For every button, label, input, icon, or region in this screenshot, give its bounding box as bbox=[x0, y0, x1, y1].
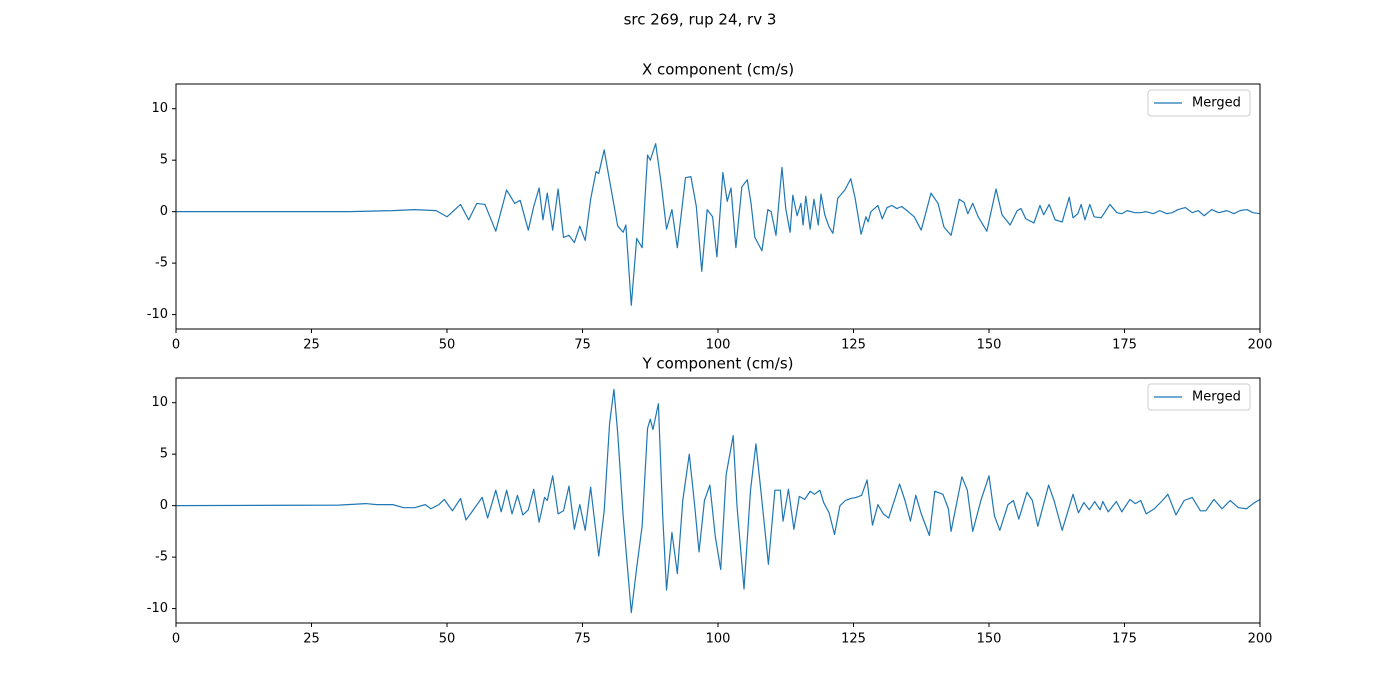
line-series bbox=[176, 388, 1260, 614]
legend-box bbox=[1147, 383, 1251, 411]
legend-box bbox=[1147, 89, 1251, 117]
x-tick-label: 175 bbox=[1112, 338, 1137, 353]
x-tick-label: 125 bbox=[841, 632, 866, 647]
y-tick-label: -10 bbox=[147, 307, 168, 322]
y-tick-label: 10 bbox=[151, 395, 168, 410]
x-tick-label: 75 bbox=[574, 632, 591, 647]
x-tick-label: 200 bbox=[1248, 632, 1273, 647]
x-tick-label: 75 bbox=[574, 338, 591, 353]
legend-label: Merged bbox=[1192, 96, 1241, 111]
y-tick-label: -5 bbox=[155, 256, 168, 271]
x-tick-label: 0 bbox=[172, 632, 180, 647]
x-tick-label: 100 bbox=[706, 338, 731, 353]
axes-frame bbox=[175, 377, 1261, 624]
x-tick-label: 50 bbox=[439, 338, 456, 353]
y-tick-label: 5 bbox=[160, 153, 168, 168]
y-tick-label: -5 bbox=[155, 550, 168, 565]
y-tick-label: 10 bbox=[151, 101, 168, 116]
x-tick-label: 150 bbox=[977, 338, 1002, 353]
x-tick-label: 25 bbox=[303, 338, 320, 353]
axes-title: Y component (cm/s) bbox=[642, 355, 794, 373]
line-series bbox=[176, 143, 1260, 306]
figure-title: src 269, rup 24, rv 3 bbox=[624, 11, 777, 29]
x-tick-label: 100 bbox=[706, 632, 731, 647]
axes-frame bbox=[175, 83, 1261, 330]
x-tick-label: 50 bbox=[439, 632, 456, 647]
x-tick-label: 25 bbox=[303, 632, 320, 647]
x-tick-label: 200 bbox=[1248, 338, 1273, 353]
y-tick-label: 5 bbox=[160, 447, 168, 462]
y-tick-label: 0 bbox=[160, 204, 168, 219]
x-tick-label: 125 bbox=[841, 338, 866, 353]
legend-label: Merged bbox=[1192, 390, 1241, 405]
x-tick-label: 0 bbox=[172, 338, 180, 353]
x-tick-label: 175 bbox=[1112, 632, 1137, 647]
axes-title: X component (cm/s) bbox=[642, 61, 794, 79]
y-tick-label: 0 bbox=[160, 498, 168, 513]
x-tick-label: 150 bbox=[977, 632, 1002, 647]
y-tick-label: -10 bbox=[147, 601, 168, 616]
